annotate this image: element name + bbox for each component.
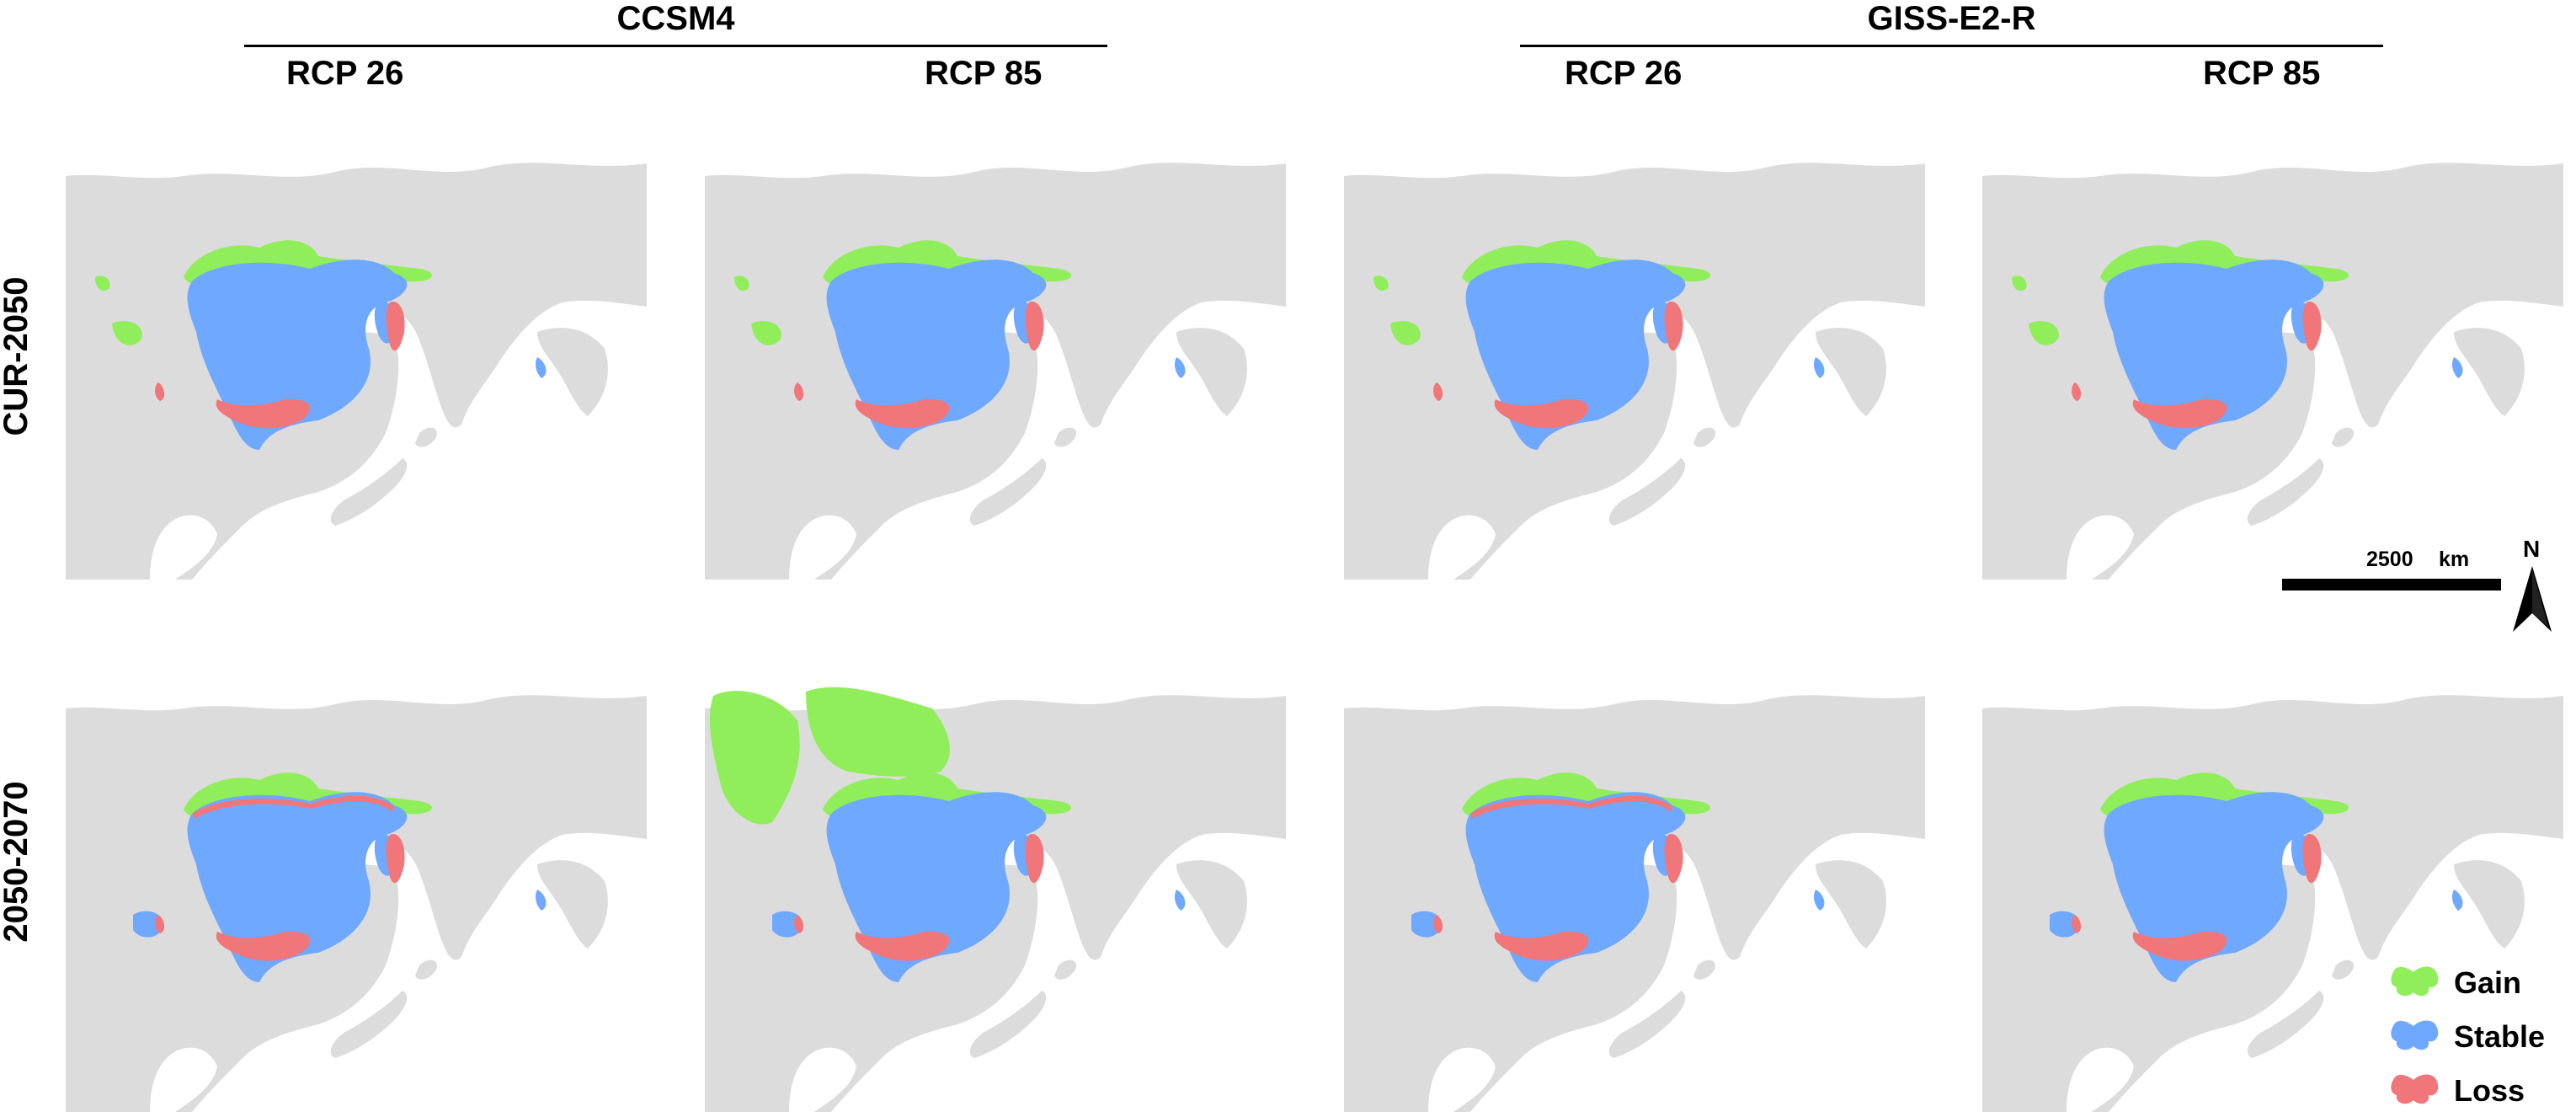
- scenario-label-giss-rcp85: RCP 85: [2203, 55, 2321, 92]
- scale-bar-rule: [2282, 579, 2501, 591]
- legend: Gain Stable Loss: [2388, 960, 2573, 1112]
- legend-label-loss: Loss: [2454, 1073, 2525, 1108]
- legend-label-stable: Stable: [2454, 1019, 2546, 1054]
- map-panel: [1982, 130, 2563, 580]
- north-label: N: [2523, 536, 2541, 562]
- scenario-label-giss-rcp26: RCP 26: [1565, 55, 1683, 92]
- map-panel: [1344, 130, 1925, 580]
- north-arrow-icon: [2513, 566, 2552, 632]
- map-panel: [1982, 662, 2563, 1112]
- map-svg: [1982, 130, 2563, 580]
- map-panel: [1344, 662, 1925, 1112]
- loss-swatch-icon: [2391, 1074, 2439, 1104]
- model-title-ccsm4: CCSM4: [616, 0, 735, 37]
- period-label-2050-2070: 2050-2070: [0, 781, 35, 943]
- stable-swatch-icon: [2391, 1020, 2439, 1050]
- legend-item-loss: Loss: [2388, 1068, 2576, 1112]
- map-panel: [705, 130, 1286, 580]
- map-panel: [66, 130, 647, 580]
- gain-swatch-icon: [2391, 966, 2439, 997]
- map-svg: [705, 662, 1286, 1112]
- scenario-label-ccsm4-rcp85: RCP 85: [925, 55, 1043, 92]
- scale-bar: 2500 km: [2282, 539, 2509, 591]
- map-panel: [66, 662, 647, 1112]
- legend-item-stable: Stable: [2388, 1014, 2576, 1058]
- scale-bar-unit: km: [2439, 548, 2470, 571]
- north-arrow: N: [2511, 536, 2553, 633]
- map-svg: [1344, 662, 1925, 1112]
- map-svg: [1982, 662, 2563, 1112]
- model-divider-ccsm4: [244, 45, 1107, 47]
- map-svg: [705, 130, 1286, 580]
- scenario-label-ccsm4-rcp26: RCP 26: [286, 55, 404, 92]
- scale-bar-value: 2500: [2366, 548, 2413, 571]
- legend-item-gain: Gain: [2388, 960, 2576, 1004]
- period-label-cur-2050: CUR-2050: [0, 276, 35, 436]
- map-svg: [66, 130, 647, 580]
- map-panel: [705, 662, 1286, 1112]
- legend-label-gain: Gain: [2454, 965, 2522, 1000]
- map-svg: [66, 662, 647, 1112]
- map-svg: [1344, 130, 1925, 580]
- model-divider-giss: [1520, 45, 2383, 47]
- model-title-giss: GISS-E2-R: [1867, 0, 2036, 37]
